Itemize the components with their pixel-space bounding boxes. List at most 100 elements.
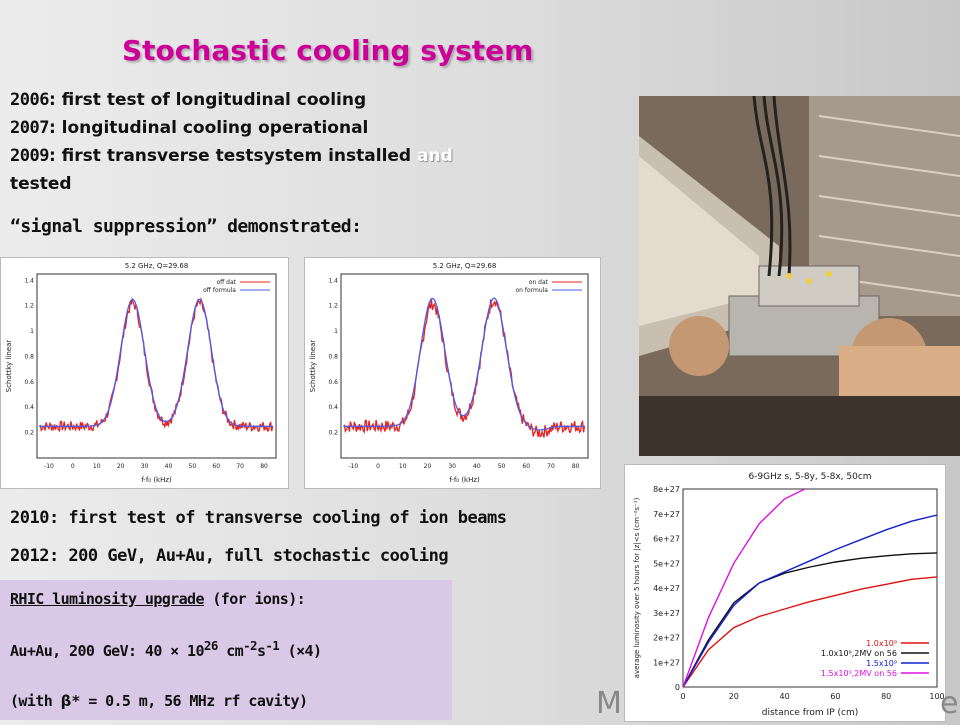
series-line — [683, 576, 937, 687]
series-line — [683, 552, 937, 687]
upgrade-heading: RHIC luminosity upgrade — [10, 590, 205, 608]
x-tick-label: 70 — [547, 463, 555, 470]
y-tick-label: 1.2 — [328, 303, 338, 310]
schottky-plot-on-svg: 5.2 GHz, Q=29.68 f-f₀ (kHz) Schottky linea… — [309, 262, 589, 484]
schottky-plot-on: 5.2 GHz, Q=29.68 f-f₀ (kHz) Schottky linea… — [304, 257, 601, 489]
x-tick-label: 30 — [448, 463, 456, 470]
y-tick-label: 0.6 — [328, 379, 338, 386]
series-off-dat — [39, 296, 274, 433]
x-axis-label: f-f₀ (kHz) — [141, 476, 172, 484]
x-tick-label: -10 — [348, 463, 358, 470]
x-tick-label: 80 — [572, 463, 580, 470]
schottky-plot-off-svg: 5.2 GHz, Q=29.68 f-f₀ (kHz) Schottky linea… — [5, 262, 277, 484]
history-2009-cont: tested — [10, 174, 72, 194]
series-line — [683, 489, 807, 687]
hardware-photo-illustration — [639, 96, 960, 456]
y-axis-label: average luminosity over 5 hours for |z|<… — [633, 497, 641, 678]
y-tick-label: 1e+27 — [653, 658, 680, 667]
y-tick-label: 1 — [30, 328, 34, 335]
x-tick-label: 20 — [117, 463, 125, 470]
y-tick-label: 7e+27 — [653, 510, 680, 519]
upgrade-luminosity-line: Au+Au, 200 GeV: 40 × 1026 cm-2s-1 (×4) — [10, 638, 322, 660]
y-tick-label: 0.8 — [24, 353, 34, 360]
series-on-dat — [343, 298, 586, 438]
y-tick-label: 0.2 — [24, 430, 34, 437]
x-tick-label: 0 — [71, 463, 75, 470]
y-tick-label: 6e+27 — [653, 535, 680, 544]
x-tick-label: 10 — [93, 463, 101, 470]
x-tick-label: 40 — [473, 463, 481, 470]
y-tick-label: 0 — [675, 683, 680, 692]
x-tick-label: 20 — [424, 463, 432, 470]
x-tick-label: 0 — [376, 463, 380, 470]
series-line — [683, 514, 937, 687]
x-tick-label: 20 — [729, 692, 739, 701]
schottky-plot-off: 5.2 GHz, Q=29.68 f-f₀ (kHz) Schottky linea… — [0, 257, 289, 489]
history-2007: 2007: longitudinal cooling operational — [10, 118, 369, 138]
luminosity-upgrade-box: RHIC luminosity upgrade (for ions): Au+A… — [0, 580, 452, 720]
stochastic-cooling-hardware-photo — [639, 96, 960, 456]
history-2006: 2006: first test of longitudinal cooling — [10, 90, 367, 110]
legend-label: 1.5x10⁹,2MV on 56 — [821, 669, 897, 678]
y-tick-label: 1.4 — [24, 277, 34, 284]
y-tick-label: 0.2 — [328, 430, 338, 437]
x-tick-label: -10 — [44, 463, 54, 470]
plot-frame — [682, 488, 938, 688]
x-tick-label: 50 — [189, 463, 197, 470]
milestone-2012: 2012: 200 GeV, Au+Au, full stochastic co… — [10, 546, 449, 566]
upgrade-heading-line: RHIC luminosity upgrade (for ions): — [10, 590, 306, 608]
plot-frame — [36, 273, 277, 459]
slide-title: Stochastic cooling system — [122, 34, 534, 67]
x-axis-label: f-f₀ (kHz) — [449, 476, 480, 484]
x-tick-label: 50 — [498, 463, 506, 470]
y-tick-label: 4e+27 — [653, 584, 680, 593]
y-tick-label: 0.4 — [328, 404, 338, 411]
x-tick-label: 40 — [165, 463, 173, 470]
y-tick-label: 2e+27 — [653, 634, 680, 643]
legend-label: 1.5x10⁹ — [866, 659, 897, 668]
x-tick-label: 40 — [780, 692, 790, 701]
y-axis-label: Schottky linear — [5, 340, 13, 393]
history-2009: 2009: first transverse testsystem instal… — [10, 146, 453, 166]
x-tick-label: 60 — [212, 463, 220, 470]
footer-mark-right: en — [940, 686, 960, 721]
x-tick-label: 70 — [236, 463, 244, 470]
legend-label: off formula — [203, 287, 236, 294]
footer-mark-left: M — [596, 686, 622, 721]
y-tick-label: 1.4 — [328, 277, 338, 284]
legend-label: 1.0x10⁹ — [866, 639, 897, 648]
series-off-formula — [39, 298, 273, 427]
legend-label: on formula — [515, 287, 548, 294]
plot-frame — [340, 273, 589, 459]
luminosity-plot-svg: 6-9GHz s, 5-8y, 5-8x, 50cm distance from … — [633, 472, 945, 718]
y-tick-label: 0.8 — [328, 353, 338, 360]
x-tick-label: 80 — [260, 463, 268, 470]
x-tick-label: 60 — [522, 463, 530, 470]
y-tick-label: 1 — [334, 328, 338, 335]
y-tick-label: 0.6 — [24, 379, 34, 386]
x-tick-label: 30 — [141, 463, 149, 470]
legend-label: on dat — [529, 279, 549, 286]
luminosity-plot: 6-9GHz s, 5-8y, 5-8x, 50cm distance from … — [624, 464, 946, 722]
plot-title: 5.2 GHz, Q=29.68 — [433, 262, 497, 270]
x-tick-label: 100 — [929, 692, 944, 701]
y-tick-label: 5e+27 — [653, 559, 680, 568]
y-tick-label: 3e+27 — [653, 609, 680, 618]
plot-title: 6-9GHz s, 5-8y, 5-8x, 50cm — [748, 472, 871, 482]
plot-title: 5.2 GHz, Q=29.68 — [125, 262, 189, 270]
y-tick-label: 8e+27 — [653, 485, 680, 494]
milestone-2010: 2010: first test of transverse cooling o… — [10, 508, 507, 528]
x-axis-label: distance from IP (cm) — [762, 708, 858, 718]
y-tick-label: 0.4 — [24, 404, 34, 411]
legend-label: 1.0x10⁹,2MV on 56 — [821, 649, 897, 658]
y-axis-label: Schottky linear — [309, 340, 317, 393]
legend-label: off dat — [216, 279, 236, 286]
x-tick-label: 60 — [830, 692, 840, 701]
y-tick-label: 1.2 — [24, 303, 34, 310]
x-tick-label: 80 — [881, 692, 891, 701]
upgrade-beta-line: (with β* = 0.5 m, 56 MHz rf cavity) — [10, 692, 308, 710]
series-on-formula — [343, 297, 585, 431]
x-tick-label: 0 — [680, 692, 685, 701]
signal-suppression-heading: “signal suppression” demonstrated: — [10, 216, 362, 237]
x-tick-label: 10 — [399, 463, 407, 470]
